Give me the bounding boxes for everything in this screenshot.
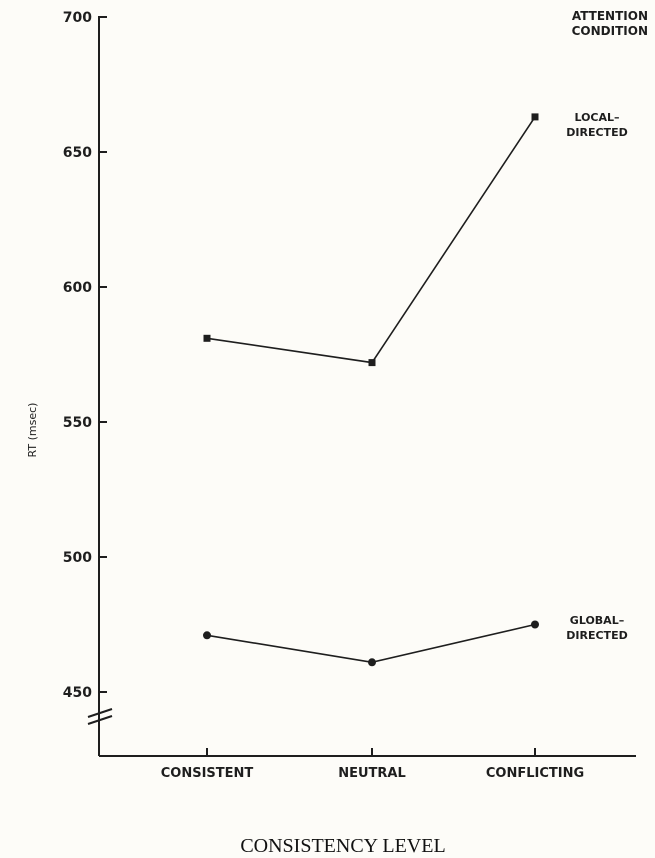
y-tick-label: 600	[63, 280, 92, 296]
y-tick-label: 500	[63, 550, 92, 566]
data-point-circle	[203, 631, 211, 640]
series-label-line1: GLOBAL–	[570, 614, 624, 627]
data-point-square	[203, 334, 211, 342]
data-point-circle	[368, 658, 376, 667]
axis-break-mark	[87, 708, 113, 725]
series-line-2	[206, 623, 536, 664]
x-tick-label: CONSISTENT	[161, 766, 254, 781]
y-tick-label: 650	[63, 145, 92, 161]
legend-title-line2: CONDITION	[572, 24, 648, 38]
y-axis-title: RT (msec)	[26, 403, 39, 458]
x-axis-title: CONSISTENCY LEVEL	[240, 835, 445, 857]
y-tick-label: 550	[63, 415, 92, 431]
series-line-1	[206, 116, 536, 364]
legend-title-line1: ATTENTION	[572, 9, 648, 23]
series-layer	[203, 113, 539, 667]
y-tick-label: 700	[63, 10, 92, 26]
series-labels: LOCAL– DIRECTED GLOBAL– DIRECTED	[566, 111, 627, 642]
x-tick-label: NEUTRAL	[338, 766, 406, 781]
data-point-square	[531, 113, 539, 121]
series-label-line1: LOCAL–	[574, 111, 619, 124]
x-axis-ticks: CONSISTENT NEUTRAL CONFLICTING	[161, 748, 584, 781]
data-point-circle	[531, 620, 539, 629]
x-tick-label: CONFLICTING	[486, 766, 584, 781]
data-point-square	[368, 359, 376, 367]
series-label-line2: DIRECTED	[566, 126, 627, 139]
y-axis-ticks: 450 500 550 600 650 700	[63, 10, 107, 701]
y-tick-label: 450	[63, 685, 92, 701]
series-label-line2: DIRECTED	[566, 629, 627, 642]
